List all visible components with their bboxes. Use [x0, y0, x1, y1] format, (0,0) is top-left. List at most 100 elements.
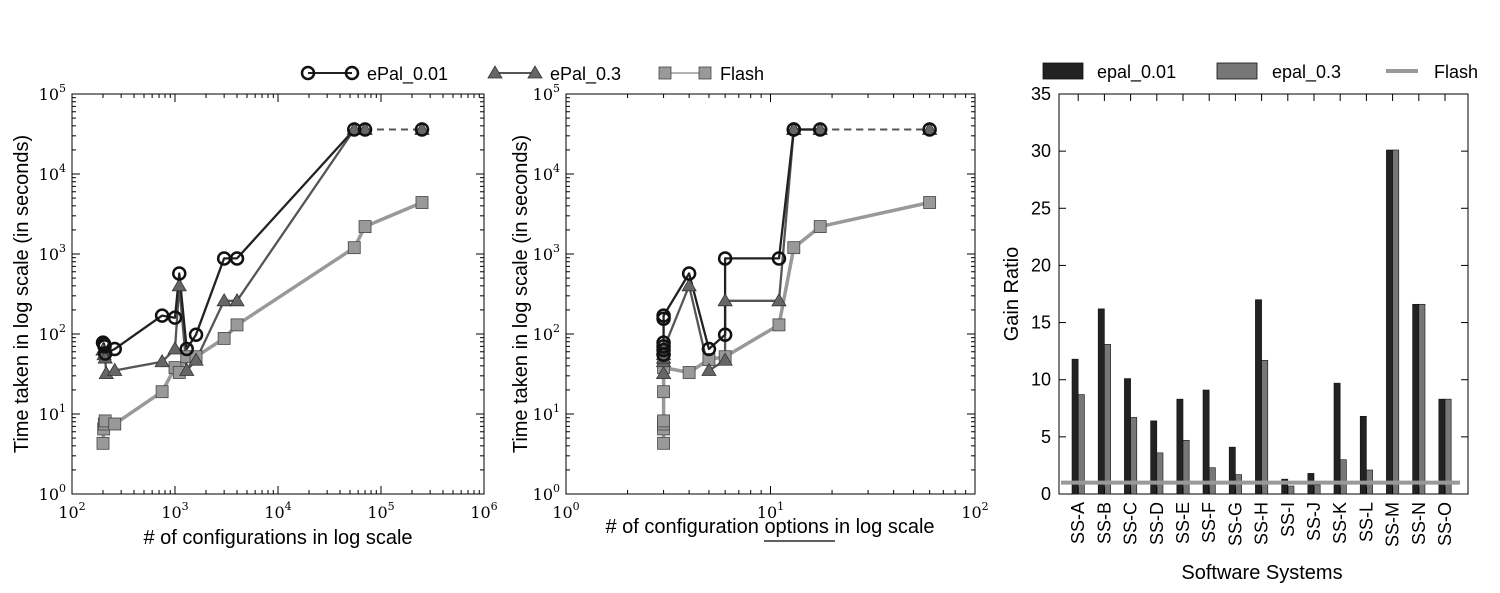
x-tick-label: SS-B — [1094, 502, 1114, 544]
y-tick-label: 100 — [533, 482, 560, 504]
data-point-circle — [172, 266, 187, 281]
data-point-square — [96, 436, 110, 450]
bar-epal_0.01 — [1202, 389, 1210, 495]
data-point-circle — [771, 251, 787, 266]
y-tick-label: 35 — [1031, 84, 1051, 104]
data-point-triangle — [681, 278, 697, 292]
data-point-circle — [229, 251, 245, 266]
data-point-triangle — [179, 362, 195, 376]
data-point-triangle — [487, 65, 503, 79]
data-point-square — [657, 436, 670, 450]
y-tick-label: 20 — [1031, 255, 1051, 275]
x-tick-label: SS-G — [1225, 502, 1245, 546]
data-point-triangle — [188, 352, 204, 366]
x-tick-label: SS-M — [1383, 502, 1403, 547]
bar-epal_0.3 — [1130, 417, 1138, 495]
data-point-square — [658, 66, 672, 80]
y-tick-label: 10 — [1031, 370, 1051, 390]
bar-epal_0.01 — [1438, 398, 1446, 495]
data-point-square — [682, 366, 696, 379]
data-point-triangle — [771, 293, 787, 307]
y-tick-label: 102 — [39, 322, 66, 344]
data-point-circle — [300, 65, 316, 81]
x-tick-label: SS-H — [1252, 502, 1272, 545]
bar-epal_0.01 — [1412, 303, 1420, 495]
data-point-square — [415, 196, 429, 209]
x-tick-label: SS-N — [1409, 502, 1429, 545]
data-point-square — [347, 241, 361, 255]
bar-epal_0.01 — [1333, 382, 1341, 495]
x-tick-label: SS-E — [1173, 502, 1193, 544]
y-tick-label: 30 — [1031, 141, 1051, 161]
bar-epal_0.3 — [1104, 343, 1111, 495]
chart-configurations: 102 103 104 105 106 100 101 102 103 104 105 # of c… — [11, 82, 498, 549]
series-line-ePal_0.3 — [101, 128, 365, 375]
y-tick-label: 25 — [1031, 198, 1051, 218]
legend-label: epal_0.3 — [1272, 62, 1341, 83]
x-tick-label: 103 — [161, 500, 188, 522]
data-point-square — [358, 220, 372, 234]
bar-epal_0.3 — [1313, 484, 1321, 495]
x-axis-label: # of configurations in log scale — [143, 527, 412, 549]
bar-epal_0.01 — [1228, 446, 1236, 495]
data-point-triangle — [229, 293, 245, 307]
data-point-circle — [656, 335, 671, 350]
x-tick-label: 100 — [552, 500, 579, 522]
data-point-triangle — [701, 362, 717, 376]
bar-epal_0.3 — [1418, 303, 1426, 495]
bar-epal_0.01 — [1386, 149, 1393, 495]
bar-epal_0.01 — [1255, 299, 1262, 495]
data-point-triangle — [216, 293, 232, 307]
y-tick-label: 5 — [1041, 427, 1051, 447]
plot-frame — [565, 93, 976, 495]
x-tick-label: 104 — [264, 500, 291, 522]
x-tick-label: SS-A — [1068, 502, 1088, 544]
x-axis-label-part: # of configuration — [605, 516, 764, 538]
plot-frame — [71, 93, 485, 495]
bar-epal_0.01 — [1071, 358, 1079, 495]
bar-epal_0.3 — [1444, 398, 1452, 495]
data-point-circle — [357, 122, 373, 137]
data-point-circle — [344, 65, 360, 81]
bar-epal_0.3 — [1261, 359, 1269, 495]
data-point-circle — [681, 266, 697, 281]
data-point-circle — [107, 341, 122, 357]
data-point-triangle — [167, 341, 183, 355]
data-point-square — [230, 318, 244, 332]
data-point-circle — [717, 327, 733, 342]
x-tick-label: 105 — [367, 500, 394, 522]
x-tick-label: SS-K — [1330, 502, 1350, 544]
bar-epal_0.01 — [1359, 415, 1367, 495]
data-point-square — [657, 414, 670, 428]
x-tick-label: SS-L — [1356, 502, 1376, 542]
bar-epal_0.01 — [1124, 378, 1131, 495]
bar-epal_0.3 — [1156, 452, 1164, 495]
bar-epal_0.01 — [1097, 308, 1105, 495]
data-point-triangle — [717, 293, 733, 307]
y-tick-label: 104 — [39, 162, 66, 184]
bar-epal_0.01 — [1176, 398, 1184, 495]
data-point-square — [923, 196, 937, 209]
data-point-circle — [922, 122, 937, 137]
data-point-square — [787, 241, 801, 255]
data-point-circle — [717, 251, 733, 266]
x-tick-label: 102 — [58, 500, 85, 522]
x-axis-label: Software Systems — [1181, 562, 1342, 584]
data-point-circle — [812, 122, 828, 137]
data-point-triangle — [655, 365, 672, 379]
data-point-square — [657, 385, 670, 399]
x-axis-label-part: in log scale — [829, 516, 935, 538]
y-tick-label: 100 — [39, 482, 66, 504]
data-point-triangle — [154, 353, 170, 368]
y-axis-label: Gain Ratio — [1001, 247, 1023, 342]
x-axis-label: # of configuration options in log scale — [605, 516, 934, 538]
bar-epal_0.3 — [1392, 149, 1400, 495]
bar-epal_0.3 — [1182, 439, 1190, 495]
legend-label: Flash — [720, 64, 764, 84]
data-point-circle — [701, 341, 717, 357]
data-point-square — [813, 220, 827, 234]
data-point-triangle — [527, 65, 543, 79]
chart-gain-ratio: epal_0.01 epal_0.3 Flash 0 5 10 15 20 25 30 35 SS-… — [1001, 62, 1478, 584]
legend-label: epal_0.01 — [1097, 62, 1176, 83]
y-axis-label: Time taken in log scale (in seconds) — [510, 135, 532, 453]
